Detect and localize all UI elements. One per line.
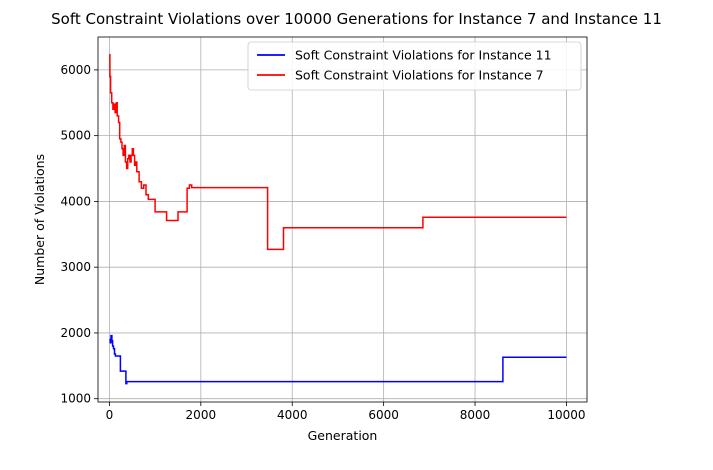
y-tick-label: 3000 bbox=[60, 260, 91, 274]
x-tick-label: 0 bbox=[106, 408, 114, 422]
chart-title: Soft Constraint Violations over 10000 Ge… bbox=[51, 10, 662, 28]
x-axis-label: Generation bbox=[308, 428, 378, 443]
series-line-instance-7 bbox=[109, 54, 567, 251]
legend-label: Soft Constraint Violations for Instance … bbox=[295, 48, 552, 63]
y-axis-label: Number of Violations bbox=[32, 154, 47, 285]
x-tick-label: 10000 bbox=[547, 408, 585, 422]
x-tick-label: 2000 bbox=[186, 408, 217, 422]
legend-box bbox=[247, 41, 582, 91]
x-tick-label: 4000 bbox=[277, 408, 308, 422]
plot-frame bbox=[97, 36, 588, 403]
x-tick-label: 6000 bbox=[368, 408, 399, 422]
y-tick-label: 6000 bbox=[60, 63, 91, 77]
y-tick-label: 5000 bbox=[60, 129, 91, 143]
y-tick-label: 1000 bbox=[60, 392, 91, 406]
series-line-instance-11 bbox=[109, 334, 567, 385]
y-tick-label: 2000 bbox=[60, 326, 91, 340]
y-tick-label: 4000 bbox=[60, 194, 91, 208]
legend-label: Soft Constraint Violations for Instance … bbox=[295, 68, 544, 83]
x-tick-label: 8000 bbox=[460, 408, 491, 422]
